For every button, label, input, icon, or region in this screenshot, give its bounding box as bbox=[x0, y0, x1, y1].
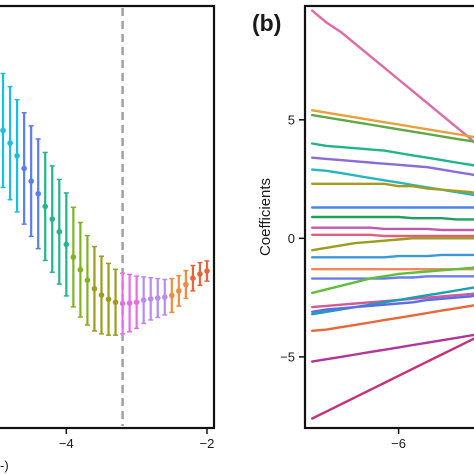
coefficient-path bbox=[311, 215, 474, 221]
cv-point bbox=[77, 266, 84, 273]
cv-point bbox=[63, 241, 70, 248]
y-tick-label: −5 bbox=[280, 349, 295, 364]
panel-b-y-axis-label: Coefficients bbox=[257, 178, 274, 256]
panel-b: (b) Coefficients −5 0 5 −6 bbox=[252, 4, 474, 451]
coefficient-path bbox=[311, 226, 474, 232]
cv-point bbox=[42, 203, 49, 210]
cv-point bbox=[105, 296, 112, 303]
cv-point bbox=[140, 297, 147, 303]
cv-point bbox=[14, 153, 20, 159]
coefficient-path bbox=[311, 304, 474, 332]
cv-point bbox=[154, 295, 161, 301]
cv-point bbox=[126, 300, 133, 306]
cv-point bbox=[21, 165, 27, 172]
cv-point bbox=[190, 275, 196, 281]
cv-point bbox=[119, 300, 126, 307]
coefficient-path bbox=[311, 266, 474, 295]
cv-point bbox=[112, 299, 119, 306]
coefficient-path bbox=[311, 113, 474, 143]
y-tick-label: 5 bbox=[288, 112, 295, 127]
cv-point bbox=[204, 268, 210, 274]
y-tick-label: 0 bbox=[288, 231, 295, 246]
coefficient-path bbox=[311, 333, 474, 363]
x-tick-label: −4 bbox=[59, 436, 74, 451]
x-tick-label: −6 bbox=[391, 436, 406, 451]
cv-point bbox=[161, 294, 168, 300]
cv-point bbox=[70, 254, 77, 260]
coefficient-path bbox=[311, 253, 474, 259]
panel-b-marks bbox=[311, 9, 474, 420]
coefficient-path bbox=[311, 337, 474, 420]
cv-point bbox=[28, 178, 34, 184]
coefficient-path bbox=[311, 9, 474, 144]
cv-point bbox=[133, 299, 140, 306]
cv-point bbox=[7, 140, 13, 146]
coefficient-path bbox=[311, 109, 474, 139]
cv-point bbox=[98, 292, 105, 298]
cv-point bbox=[176, 288, 182, 294]
panel-a-frame bbox=[0, 4, 216, 430]
coefficient-path bbox=[311, 294, 474, 313]
cv-point bbox=[56, 228, 63, 235]
cv-point bbox=[91, 285, 98, 292]
cv-point bbox=[84, 277, 91, 284]
panel-b-label: (b) bbox=[252, 10, 281, 36]
panel-a: −4 −2 -) bbox=[0, 4, 216, 473]
coefficient-path bbox=[311, 182, 474, 194]
cv-point bbox=[0, 127, 6, 134]
cv-point bbox=[183, 281, 189, 288]
cv-point bbox=[147, 296, 154, 302]
cv-point bbox=[35, 190, 41, 197]
panel-a-xlabel-fragment: -) bbox=[0, 458, 9, 473]
coefficient-path bbox=[311, 142, 474, 167]
panel-b-frame bbox=[303, 4, 474, 430]
coefficient-path bbox=[311, 233, 474, 238]
x-tick-label: −2 bbox=[200, 436, 215, 451]
coefficient-path bbox=[311, 275, 474, 280]
coefficient-path bbox=[311, 237, 474, 252]
cv-point bbox=[169, 292, 175, 299]
coefficient-path bbox=[311, 156, 474, 177]
panel-b-axes: −5 0 5 −6 bbox=[280, 112, 406, 451]
panel-a-marks bbox=[0, 8, 210, 426]
panel-a-x-axis: −4 −2 bbox=[59, 428, 214, 451]
cv-point bbox=[197, 271, 203, 277]
cv-point bbox=[49, 216, 56, 222]
